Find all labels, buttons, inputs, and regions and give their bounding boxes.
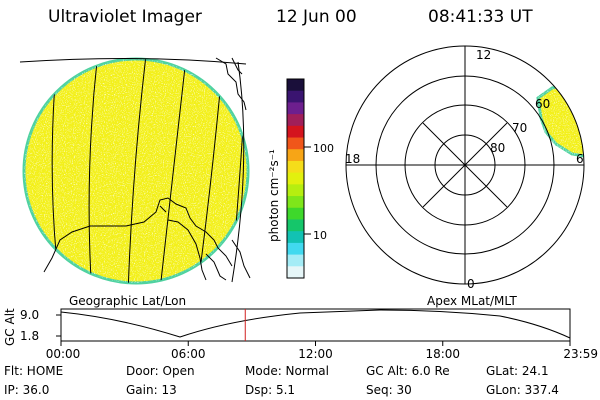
mlt-label-0: 0 [467, 277, 475, 291]
date-label: 12 Jun 00 [276, 7, 357, 27]
colorbar-tick-label-100: 100 [313, 142, 334, 155]
polar-panel-label: Apex MLat/MLT [427, 294, 517, 308]
ytick-label-bottom: 1.8 [20, 329, 39, 343]
polar-plot: 12 18 6 0 80 70 60 [345, 45, 585, 291]
colorbar-segment [287, 242, 304, 256]
globe-speckle [24, 59, 248, 283]
colorbar-unit-label: photon cm⁻²s⁻¹ [267, 149, 281, 242]
timeline-xticks: 00:00 06:00 12:00 18:00 23:59 [46, 341, 598, 361]
info-door: Door: Open [126, 364, 195, 378]
colorbar-segment [287, 231, 304, 244]
info-gain: Gain: 13 [126, 383, 177, 397]
colorbar-segment [287, 137, 304, 150]
colorbar-segment [287, 149, 304, 162]
globe-horizon-arc [19, 57, 247, 65]
altitude-curve [60, 309, 571, 339]
geographic-image [19, 57, 251, 285]
info-glat: GLat: 24.1 [486, 364, 549, 378]
mlt-label-18: 18 [345, 152, 360, 166]
globe-limb-meridian [231, 61, 245, 283]
info-flight: Flt: HOME [4, 364, 64, 378]
xtick-label: 18:00 [425, 347, 460, 361]
mlt-label-12: 12 [476, 48, 491, 62]
info-gc-alt: GC Alt: 6.0 Re [366, 364, 450, 378]
polar-grid [345, 45, 585, 285]
xtick-label: 23:59 [563, 347, 598, 361]
colorbar-segment [287, 219, 304, 232]
colorbar-segment [287, 90, 304, 104]
colorbar-segment [287, 160, 304, 174]
timeline-ylabel: GC Alt [3, 308, 17, 346]
colorbar-segment [287, 196, 304, 209]
info-ip: IP: 36.0 [4, 383, 50, 397]
colorbar-segment [287, 125, 304, 139]
mlt-label-6: 6 [576, 152, 584, 166]
altitude-timeline: 9.0 1.8 GC Alt 00:00 06:00 12:00 18:00 23:59 [3, 308, 598, 361]
colorbar-frame [286, 78, 305, 279]
colorbar-segment [287, 172, 304, 185]
colorbar-tick-label-10: 10 [313, 229, 327, 242]
colorbar-segment [287, 254, 304, 267]
lat-label-70: 70 [512, 121, 527, 135]
info-dsp: Dsp: 5.1 [245, 383, 296, 397]
colorbar-segment [287, 266, 304, 279]
colorbar-segment [287, 114, 304, 127]
coastlines [43, 57, 251, 281]
colorbar-segment [287, 79, 304, 92]
xtick-label: 06:00 [171, 347, 206, 361]
geographic-panel-label: Geographic Lat/Lon [69, 294, 187, 308]
instrument-title: Ultraviolet Imager [48, 7, 202, 27]
color-bar [286, 78, 305, 279]
ytick-label-top: 9.0 [20, 308, 39, 322]
info-glon: GLon: 337.4 [486, 383, 559, 397]
info-seq: Seq: 30 [366, 383, 412, 397]
lat-label-60: 60 [535, 97, 550, 111]
colorbar-segment [287, 184, 304, 197]
colorbar-segment [287, 207, 304, 221]
xtick-label: 12:00 [298, 347, 333, 361]
time-label: 08:41:33 UT [428, 7, 533, 27]
info-mode: Mode: Normal [245, 364, 329, 378]
polar-diagonal-2 [422, 122, 508, 208]
lat-label-80: 80 [490, 141, 505, 155]
colorbar-segment [287, 102, 304, 115]
xtick-label: 00:00 [46, 347, 81, 361]
